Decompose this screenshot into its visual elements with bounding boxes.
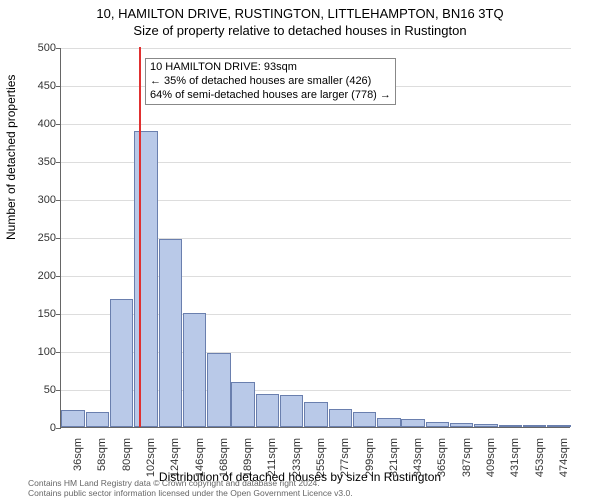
footer-attribution: Contains HM Land Registry data © Crown c… (28, 479, 353, 498)
histogram-bar (304, 402, 327, 427)
ytick-label: 400 (16, 118, 56, 130)
footer-line-2: Contains public sector information licen… (28, 489, 353, 498)
ytick-label: 100 (16, 346, 56, 358)
reference-line (139, 47, 141, 427)
histogram-bar (450, 423, 473, 427)
histogram-bar (474, 424, 497, 427)
histogram-bar (547, 425, 570, 427)
histogram-bar (353, 412, 376, 427)
ytick-mark (56, 238, 61, 239)
ytick-mark (56, 48, 61, 49)
annotation-line-2: ← 35% of detached houses are smaller (42… (150, 75, 391, 89)
ytick-mark (56, 162, 61, 163)
ytick-mark (56, 124, 61, 125)
ytick-mark (56, 352, 61, 353)
histogram-bar (183, 313, 206, 427)
histogram-bar (61, 410, 84, 427)
histogram-bar (280, 395, 303, 427)
ytick-label: 300 (16, 194, 56, 206)
ytick-label: 250 (16, 232, 56, 244)
histogram-bar (207, 353, 230, 427)
ytick-label: 350 (16, 156, 56, 168)
histogram-bar (231, 382, 254, 427)
histogram-bar (401, 419, 424, 427)
histogram-bar (499, 425, 522, 427)
ytick-label: 50 (16, 384, 56, 396)
gridline (61, 48, 571, 49)
ytick-mark (56, 200, 61, 201)
ytick-label: 0 (16, 422, 56, 434)
ytick-mark (56, 86, 61, 87)
histogram-bar (256, 394, 279, 427)
title-sub: Size of property relative to detached ho… (0, 21, 600, 38)
histogram-bar (134, 131, 157, 427)
ytick-label: 150 (16, 308, 56, 320)
histogram-bar (329, 409, 352, 427)
histogram-bar (426, 422, 449, 427)
ytick-mark (56, 314, 61, 315)
ytick-mark (56, 428, 61, 429)
histogram-bar (159, 239, 182, 427)
ytick-label: 200 (16, 270, 56, 282)
histogram-bar (86, 412, 109, 427)
title-main: 10, HAMILTON DRIVE, RUSTINGTON, LITTLEHA… (0, 0, 600, 21)
ytick-mark (56, 390, 61, 391)
annotation-line-1: 10 HAMILTON DRIVE: 93sqm (150, 61, 391, 75)
ytick-mark (56, 276, 61, 277)
ytick-label: 450 (16, 80, 56, 92)
histogram-chart: 10 HAMILTON DRIVE: 93sqm ← 35% of detach… (60, 48, 570, 428)
histogram-bar (377, 418, 400, 427)
y-axis-label: Number of detached properties (4, 75, 18, 240)
ytick-label: 500 (16, 42, 56, 54)
annotation-box: 10 HAMILTON DRIVE: 93sqm ← 35% of detach… (145, 58, 396, 105)
histogram-bar (110, 299, 133, 427)
gridline (61, 124, 571, 125)
histogram-bar (523, 425, 546, 427)
annotation-line-3: 64% of semi-detached houses are larger (… (150, 89, 391, 103)
